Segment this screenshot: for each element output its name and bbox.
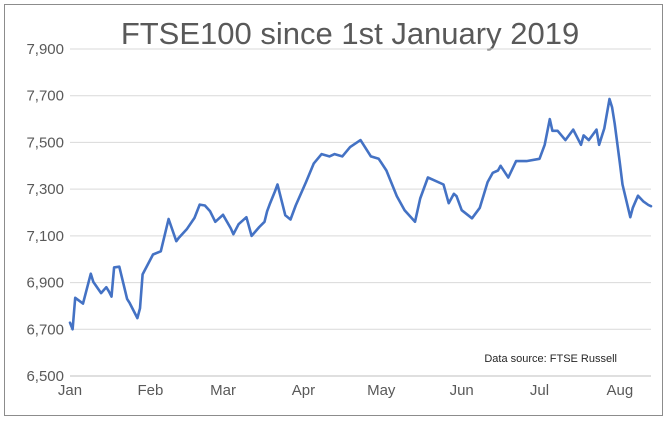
x-axis-ticks: Jan Feb Mar Apr May Jun Jul Aug [58,382,633,399]
y-axis-ticks: 6,500 6,700 6,900 7,100 7,300 7,500 7,700 7,900 [26,41,64,385]
ftse100-series-line [68,97,653,331]
x-tick-label: Mar [210,382,236,399]
gridlines [70,48,651,330]
data-source-note: Data source: FTSE Russell [484,353,617,365]
x-tick-label: Jun [450,382,474,399]
y-tick-label: 7,100 [26,228,64,245]
x-tick-label: Feb [137,382,163,399]
x-tick-label: Jan [58,382,82,399]
y-tick-label: 7,700 [26,88,64,105]
x-tick-label: Apr [292,382,315,399]
chart-frame [4,4,663,416]
y-tick-label: 7,300 [26,181,64,198]
chart-title: FTSE100 since 1st January 2019 [121,16,579,51]
y-tick-label: 6,500 [26,368,64,385]
y-tick-label: 6,700 [26,321,64,338]
x-tick-label: Jul [530,382,549,399]
x-tick-label: May [367,382,396,399]
y-tick-label: 7,500 [26,134,64,151]
x-tick-label: Aug [607,382,634,399]
y-tick-label: 6,900 [26,275,64,292]
y-tick-label: 7,900 [26,41,64,58]
